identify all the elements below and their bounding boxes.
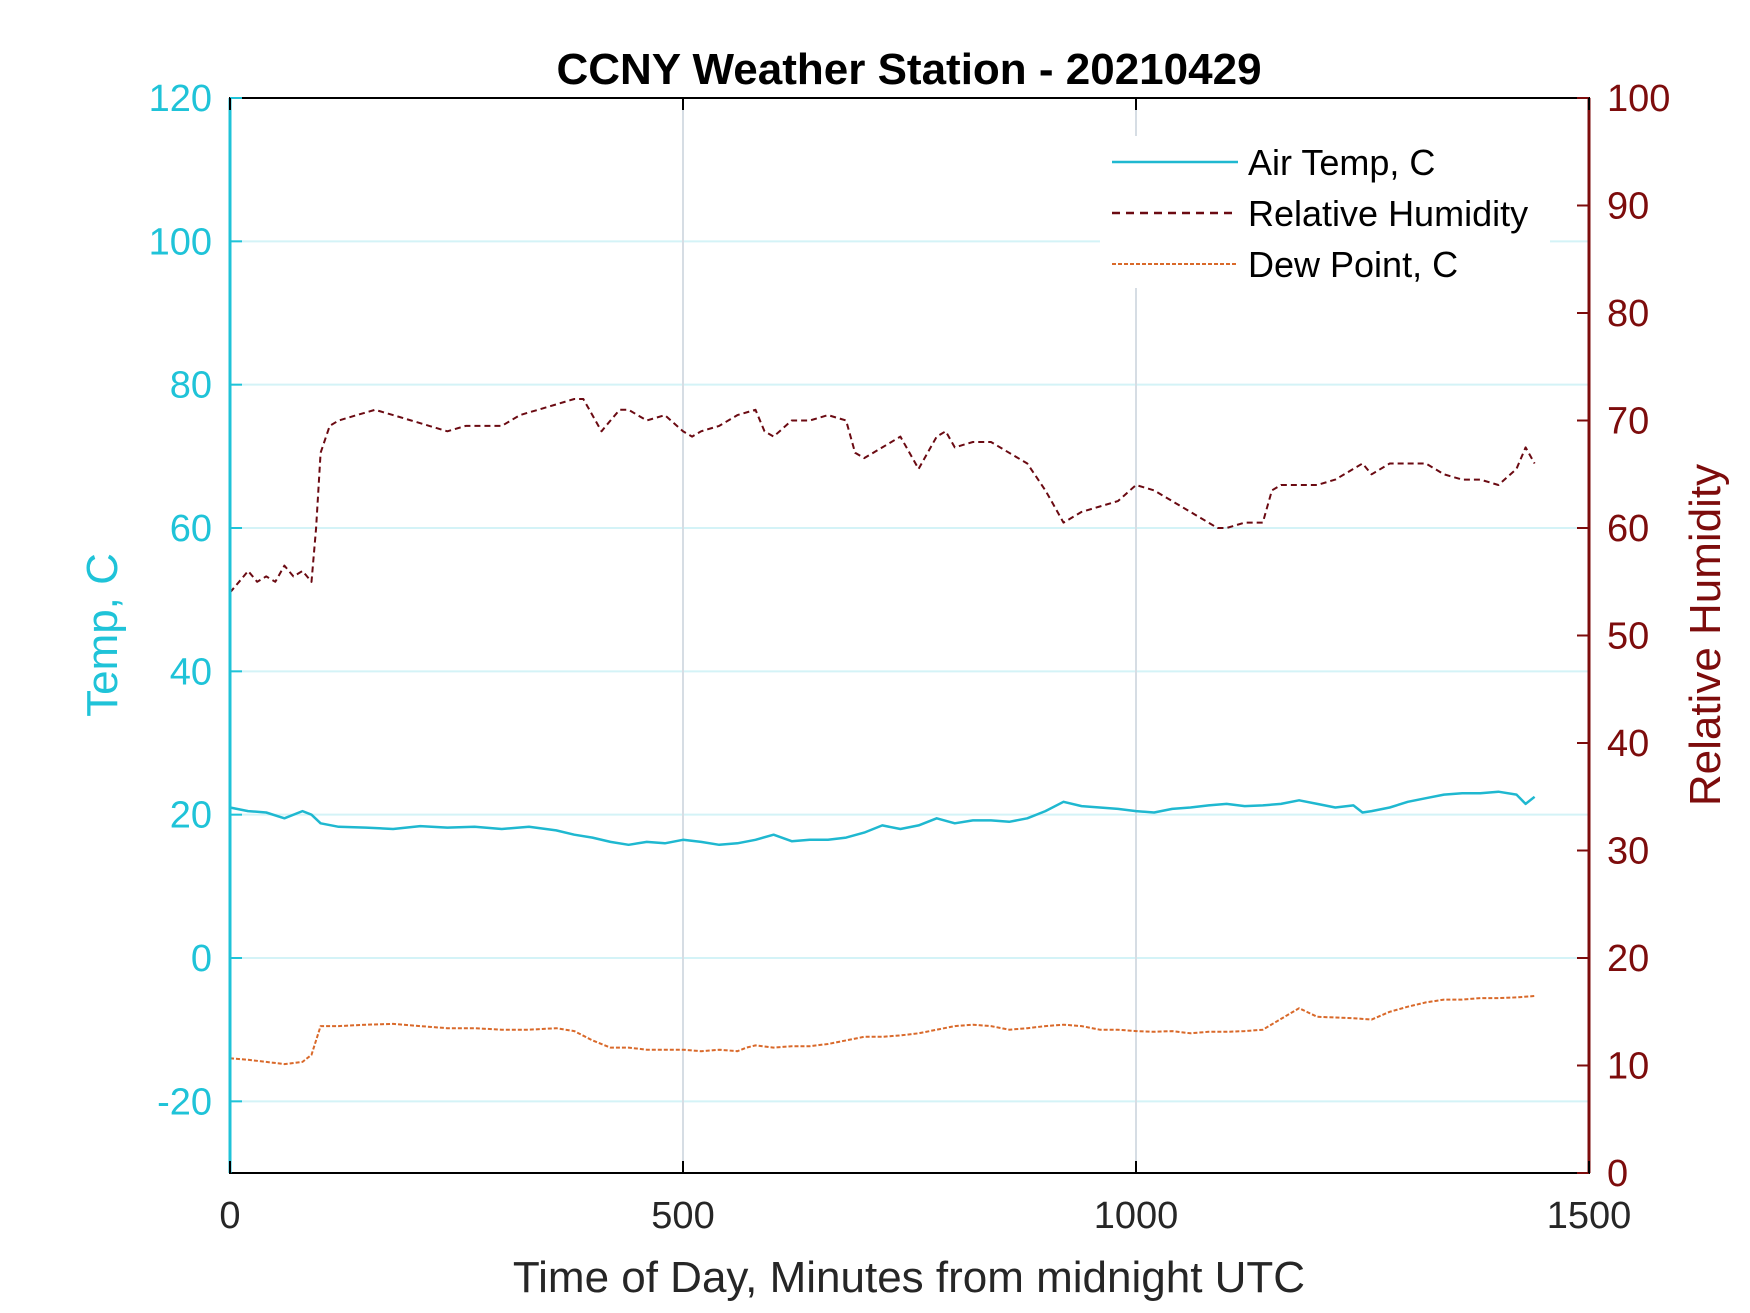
right-tick-label-10: 100 xyxy=(1607,78,1670,120)
right-tick-label-2: 20 xyxy=(1607,938,1649,980)
y-axis-title-right: Relative Humidity xyxy=(1681,464,1730,806)
right-tick-label-9: 90 xyxy=(1607,186,1649,228)
legend-label-dew-point: Dew Point, C xyxy=(1248,244,1458,285)
x-tick-label-0: 0 xyxy=(219,1195,240,1237)
left-tick-label-0: -20 xyxy=(157,1081,212,1123)
grid xyxy=(230,98,1589,1173)
left-tick-label-4: 60 xyxy=(170,508,212,550)
left-tick-label-7: 120 xyxy=(149,78,212,120)
right-tick-label-8: 80 xyxy=(1607,293,1649,335)
legend-label-humidity: Relative Humidity xyxy=(1248,193,1528,234)
right-tick-label-3: 30 xyxy=(1607,831,1649,873)
y-axis-title-left: Temp, C xyxy=(78,553,127,717)
x-tick-label-3: 1500 xyxy=(1547,1195,1632,1237)
right-tick-label-5: 50 xyxy=(1607,616,1649,658)
series-relative-humidity xyxy=(229,398,1536,594)
left-tick-label-3: 40 xyxy=(170,651,212,693)
x-tick-label-1: 500 xyxy=(651,1195,714,1237)
right-tick-label-6: 60 xyxy=(1607,508,1649,550)
left-tick-label-2: 20 xyxy=(170,795,212,837)
x-axis: 0 500 1000 1500 xyxy=(219,98,1631,1237)
legend-label-air-temp: Air Temp, C xyxy=(1248,142,1435,183)
left-tick-label-5: 80 xyxy=(170,365,212,407)
series-dew-point xyxy=(229,995,1535,1066)
legend: Air Temp, C Relative Humidity Dew Point,… xyxy=(1100,136,1550,288)
left-tick-label-1: 0 xyxy=(191,938,212,980)
right-tick-label-7: 70 xyxy=(1607,401,1649,443)
x-axis-title: Time of Day, Minutes from midnight UTC xyxy=(513,1253,1305,1302)
right-tick-label-0: 0 xyxy=(1607,1153,1628,1195)
left-tick-label-6: 100 xyxy=(149,221,212,263)
chart-title: CCNY Weather Station - 20210429 xyxy=(556,45,1261,94)
series-air-temp xyxy=(229,790,1536,847)
right-axis: 0 10 20 30 40 50 60 70 80 90 100 xyxy=(1577,78,1670,1195)
series-layer xyxy=(229,398,1536,1066)
left-axis: -20 0 20 40 60 80 100 120 xyxy=(149,78,242,1173)
x-tick-label-2: 1000 xyxy=(1094,1195,1179,1237)
right-tick-label-4: 40 xyxy=(1607,723,1649,765)
right-tick-label-1: 10 xyxy=(1607,1046,1649,1088)
